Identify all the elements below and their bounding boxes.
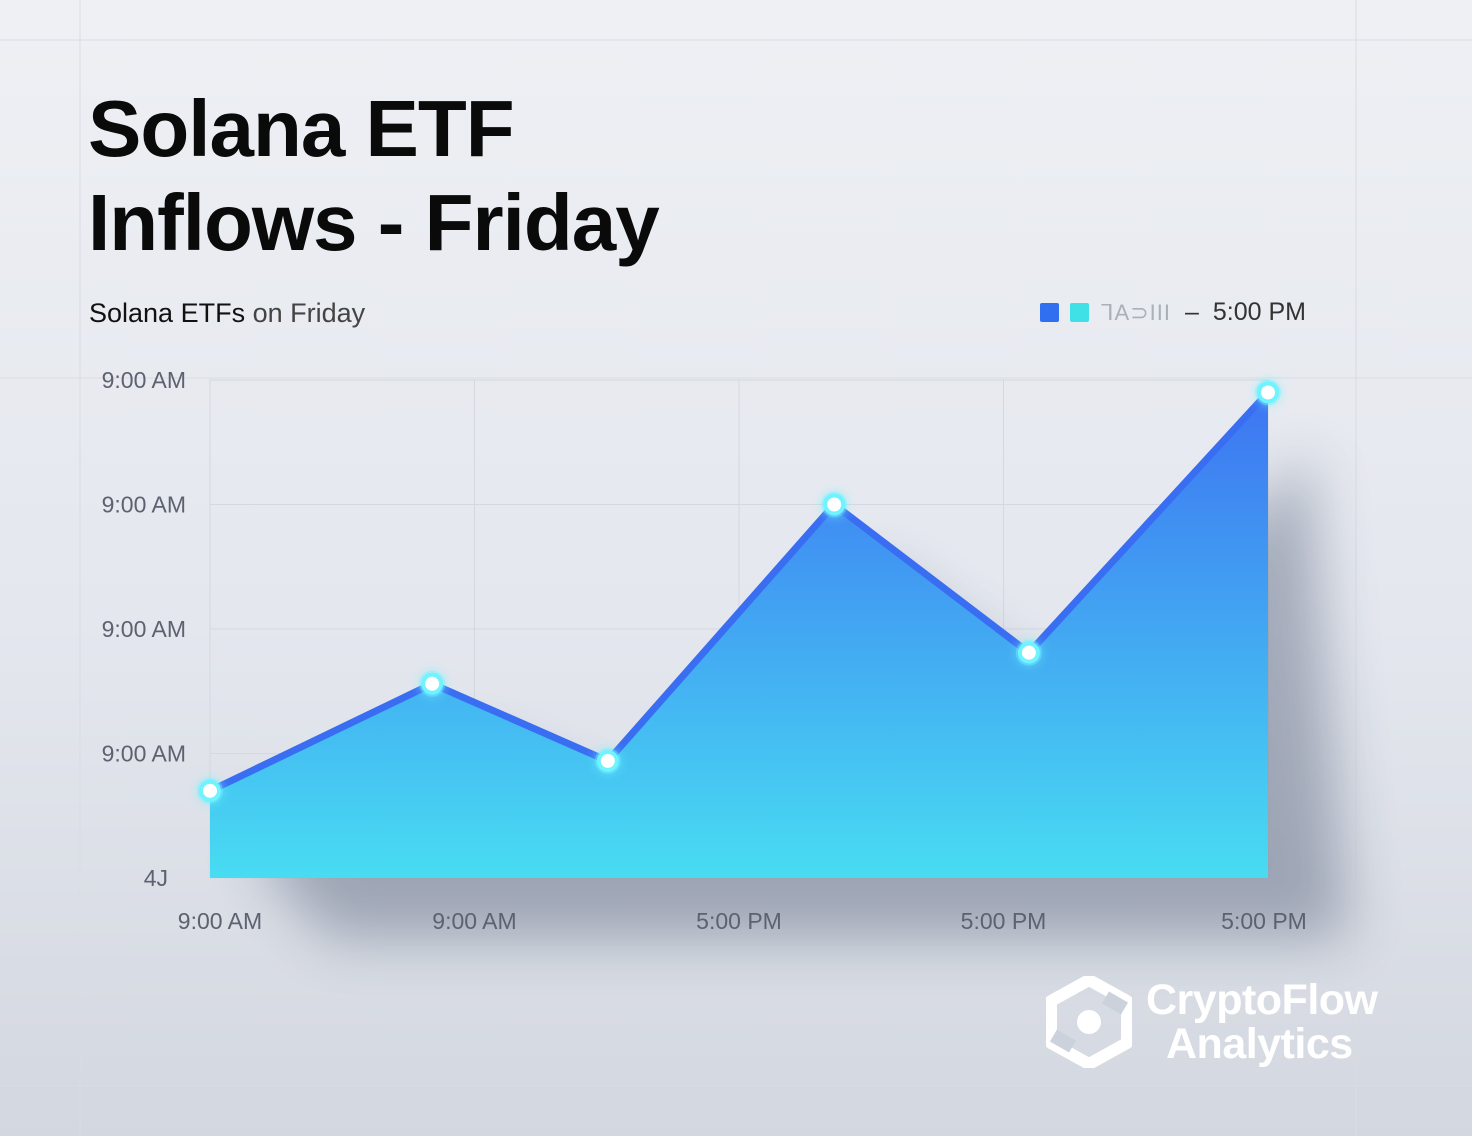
y-tick-label: 9:00 AM bbox=[102, 741, 186, 767]
legend-swatch-cyan bbox=[1070, 303, 1090, 322]
data-points bbox=[197, 379, 1281, 804]
data-point bbox=[1257, 381, 1279, 404]
subtitle-bold: Solana ETFs bbox=[89, 298, 246, 328]
chart-subtitle: Solana ETFs on Friday bbox=[89, 298, 365, 329]
legend: ᒣA⊃III – 5:00 PM bbox=[1040, 298, 1306, 327]
y-tick-label: 9:00 AM bbox=[102, 367, 186, 393]
x-tick-label: 9:00 AM bbox=[178, 908, 262, 934]
y-tick-label: 9:00 AM bbox=[102, 492, 186, 518]
data-point bbox=[421, 672, 444, 695]
x-tick-label: 9:00 AM bbox=[432, 908, 516, 934]
data-point bbox=[1017, 641, 1040, 664]
legend-garbled-label: ᒣA⊃III bbox=[1100, 299, 1171, 325]
x-axis-ticks: 9:00 AM 9:00 AM 5:00 PM 5:00 PM 5:00 PM bbox=[178, 908, 1307, 934]
series-line bbox=[206, 388, 1272, 795]
legend-swatch-blue bbox=[1040, 303, 1060, 322]
x-tick-label: 5:00 PM bbox=[1221, 908, 1307, 934]
brand-logo: CryptoFlow Analytics bbox=[1046, 976, 1378, 1068]
legend-label: 5:00 PM bbox=[1212, 298, 1306, 326]
chart-title: Solana ETF Inflows - Friday bbox=[88, 82, 660, 270]
title-line-2: Inflows - Friday bbox=[88, 178, 660, 267]
y-axis-ticks: 9:00 AM 9:00 AM 9:00 AM 9:00 AM 4J bbox=[102, 367, 186, 891]
logo-line-1: CryptoFlow bbox=[1146, 976, 1378, 1024]
y-tick-label: 9:00 AM bbox=[102, 616, 186, 642]
y-tick-label: 4J bbox=[144, 865, 168, 891]
logo-line-2: Analytics bbox=[1166, 1020, 1353, 1068]
data-point bbox=[596, 749, 619, 772]
data-point bbox=[199, 779, 221, 802]
title-line-1: Solana ETF bbox=[88, 84, 515, 173]
area-fill bbox=[210, 392, 1268, 878]
legend-dash: – bbox=[1184, 298, 1199, 326]
x-tick-label: 5:00 PM bbox=[961, 908, 1047, 934]
data-point bbox=[823, 493, 846, 516]
hexagon-logo-icon bbox=[1046, 976, 1132, 1068]
x-tick-label: 5:00 PM bbox=[696, 908, 782, 934]
subtitle-light: on Friday bbox=[252, 298, 366, 328]
